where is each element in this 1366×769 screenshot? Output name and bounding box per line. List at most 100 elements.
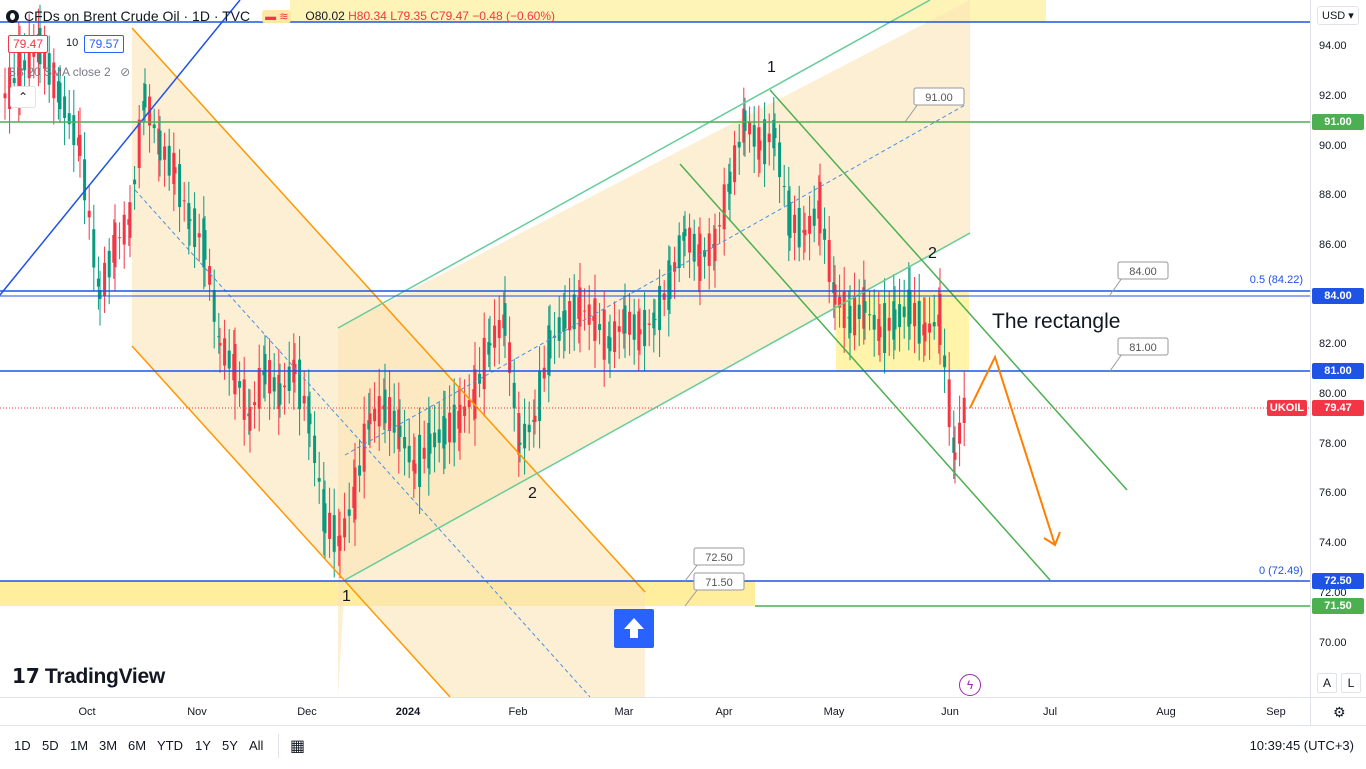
candle-body bbox=[422, 447, 426, 459]
range-button-1d[interactable]: 1D bbox=[14, 738, 31, 753]
candle-body bbox=[778, 142, 782, 178]
time-axis[interactable]: Oct Nov Dec 2024 Feb Mar Apr May Jun Jul Aug Sep bbox=[0, 697, 1310, 726]
candle-body bbox=[193, 208, 197, 247]
candle-body bbox=[187, 203, 191, 230]
candle-body bbox=[398, 425, 402, 437]
tradingview-logo[interactable]: 𝟭𝟳 TradingView bbox=[12, 664, 165, 689]
auto-scale-toggle[interactable]: A bbox=[1317, 673, 1337, 693]
candle-body bbox=[373, 408, 377, 422]
currency-selector[interactable]: USD ▾ bbox=[1317, 6, 1359, 25]
range-button-5d[interactable]: 5D bbox=[42, 738, 59, 753]
candle-body bbox=[503, 303, 507, 336]
candle-body bbox=[388, 397, 392, 432]
lightning-icon[interactable]: ϟ bbox=[959, 674, 981, 696]
candle-body bbox=[932, 322, 936, 327]
settings-icon[interactable]: ⚙ bbox=[1333, 704, 1346, 720]
candle-body bbox=[443, 418, 447, 445]
time-label: Jun bbox=[941, 706, 959, 718]
candle-body bbox=[818, 181, 822, 234]
candle-body bbox=[827, 239, 831, 282]
eye-off-icon[interactable]: ⊘ bbox=[120, 65, 131, 79]
clock[interactable]: 10:39:45 (UTC+3) bbox=[1249, 738, 1354, 753]
candle-body bbox=[167, 145, 171, 176]
chart-area[interactable]: 91.00 84.00 81.00 72.50 71.50 The rectangle 0.… bbox=[0, 0, 1310, 697]
trend-line-blue bbox=[0, 0, 241, 296]
indicator-legend[interactable]: BB 20 SMA close 2 ⊘ bbox=[8, 65, 131, 79]
candle-body bbox=[587, 304, 591, 325]
price-tick: 76.00 bbox=[1319, 487, 1347, 500]
candle-body bbox=[628, 311, 632, 335]
callout-text: 91.00 bbox=[925, 92, 953, 104]
candle-body bbox=[623, 305, 627, 334]
price-chart[interactable]: 91.00 84.00 81.00 72.50 71.50 The rectangle 0.… bbox=[0, 0, 1310, 697]
calendar-range-icon[interactable]: ▦ bbox=[290, 738, 306, 755]
candle-body bbox=[512, 382, 516, 409]
candle-body bbox=[407, 445, 411, 463]
symbol-price-tag: UKOIL bbox=[1267, 400, 1307, 416]
candle-body bbox=[32, 50, 36, 57]
candle-body bbox=[863, 301, 867, 313]
chart-legend: CFDs on Brent Crude Oil · 1D · TVC ▬ ≋ O… bbox=[6, 6, 555, 26]
price-tick: 72.00 bbox=[1319, 586, 1347, 599]
buy-price-button[interactable]: 79.57 bbox=[84, 35, 125, 53]
drawing-lines: 91.00 84.00 81.00 72.50 71.50 The rectangle 0.… bbox=[0, 0, 1310, 697]
down-wedge-top bbox=[769, 89, 1128, 491]
range-button-ytd[interactable]: YTD bbox=[157, 738, 183, 753]
candle-body bbox=[652, 312, 656, 329]
candle-body bbox=[763, 119, 767, 165]
candle-body bbox=[368, 413, 372, 425]
chevron-up-icon[interactable]: ⌃ bbox=[10, 86, 36, 108]
candle-body bbox=[497, 320, 501, 339]
candle-body bbox=[713, 228, 717, 262]
price-axis[interactable]: USD ▾ 94.00 92.00 90.00 88.00 86.00 84.00 82.0… bbox=[1267, 0, 1366, 697]
time-label: Dec bbox=[297, 706, 317, 718]
range-button-6m[interactable]: 6M bbox=[128, 738, 147, 753]
symbol-title[interactable]: CFDs on Brent Crude Oil · 1D · TVC bbox=[24, 8, 251, 24]
candle-body bbox=[722, 184, 726, 230]
candle-body bbox=[548, 330, 552, 359]
candle-body bbox=[208, 266, 212, 285]
price-level-label: 71.50 bbox=[1312, 598, 1364, 614]
candle-body bbox=[803, 229, 807, 236]
candle-body bbox=[18, 51, 22, 90]
time-label: Jul bbox=[1042, 706, 1058, 718]
callout-text: 84.00 bbox=[1129, 266, 1157, 278]
candle-body bbox=[707, 233, 711, 266]
time-label: Nov bbox=[187, 706, 207, 718]
candle-body bbox=[632, 314, 636, 340]
callout-pointer bbox=[684, 563, 699, 582]
compare-icon[interactable]: ▬ ≋ bbox=[262, 9, 292, 23]
candle-body bbox=[458, 404, 462, 433]
candle-body bbox=[188, 219, 192, 221]
candle-body bbox=[838, 296, 842, 308]
arrow-up-icon[interactable] bbox=[614, 609, 654, 648]
price-level-label: 79.47 bbox=[1312, 400, 1364, 416]
candle-body bbox=[593, 298, 597, 341]
range-button-5y[interactable]: 5Y bbox=[222, 738, 238, 753]
time-label: 2024 bbox=[395, 706, 421, 718]
axis-settings[interactable]: ⚙ bbox=[1310, 697, 1366, 726]
candle-body bbox=[683, 228, 687, 237]
price-level-label: 81.00 bbox=[1312, 363, 1364, 379]
range-button-3m[interactable]: 3M bbox=[99, 738, 118, 753]
candle-body bbox=[508, 342, 512, 373]
range-button-1m[interactable]: 1M bbox=[70, 738, 89, 753]
price-level-label: 84.00 bbox=[1312, 288, 1364, 304]
candle-body bbox=[92, 229, 96, 268]
log-scale-toggle[interactable]: L bbox=[1341, 673, 1361, 693]
candle-body bbox=[308, 413, 312, 425]
sell-price-button[interactable]: 79.47 bbox=[8, 35, 49, 53]
candle-body bbox=[47, 53, 51, 85]
candle-body bbox=[788, 202, 792, 238]
wave-1-top: 1 bbox=[767, 59, 776, 76]
candle-body bbox=[737, 141, 741, 148]
range-button-1y[interactable]: 1Y bbox=[195, 738, 211, 753]
candle-body bbox=[238, 381, 242, 388]
candle-body bbox=[137, 119, 141, 169]
candle-body bbox=[898, 304, 902, 328]
candle-body bbox=[703, 250, 707, 257]
divider bbox=[278, 734, 279, 758]
range-button-all[interactable]: All bbox=[249, 738, 264, 753]
callout-box bbox=[1117, 261, 1169, 280]
candle-body bbox=[96, 278, 100, 287]
